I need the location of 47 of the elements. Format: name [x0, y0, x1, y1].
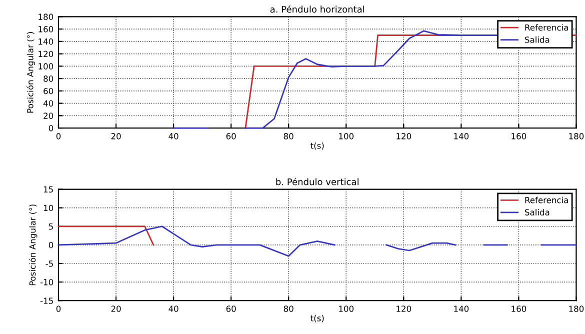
x-axis-title: t(s)	[310, 142, 324, 150]
y-tick-label: 0	[48, 242, 54, 248]
y-axis-title: Posición Angular (°)	[26, 32, 35, 113]
x-tick-label: 60	[226, 133, 236, 140]
x-tick-label: 0	[56, 306, 61, 312]
y-tick-label: 140	[38, 38, 54, 45]
x-tick-label: 40	[168, 133, 178, 140]
x-tick-label: 160	[512, 306, 526, 312]
x-axis-title: t(s)	[310, 314, 324, 322]
x-tick-label: 80	[284, 306, 294, 312]
x-tick-label: 140	[454, 306, 469, 312]
y-tick-label: 5	[48, 223, 53, 230]
y-tick-label: 10	[44, 204, 54, 212]
x-tick-label: 180	[569, 133, 584, 140]
y-tick-label: 120	[38, 50, 54, 58]
x-tick-label: 20	[111, 306, 121, 312]
x-tick-label: 140	[454, 133, 469, 140]
y-tick-label: 60	[44, 88, 54, 94]
x-tick-label: 0	[56, 133, 61, 140]
chart-title: b. Péndulo vertical	[276, 178, 358, 186]
x-tick-label: 60	[226, 306, 236, 312]
y-tick-label: 20	[44, 112, 54, 119]
legend-label: Salida	[525, 209, 550, 216]
x-tick-label: 80	[284, 133, 294, 140]
x-tick-label: 100	[339, 133, 354, 140]
y-axis-title: Posición Angular (°)	[28, 204, 38, 286]
x-tick-label: 180	[569, 306, 584, 312]
legend-label: Referencia	[525, 196, 568, 204]
y-tick-label: 80	[44, 76, 54, 82]
y-tick-label: 160	[38, 26, 54, 32]
x-tick-label: 120	[396, 133, 412, 140]
x-tick-label: 120	[396, 306, 412, 312]
x-tick-label: 40	[168, 306, 178, 312]
x-tick-label: 20	[111, 133, 121, 140]
y-tick-label: 100	[38, 63, 54, 70]
x-tick-label: 160	[512, 133, 526, 140]
y-tick-label: 0	[48, 125, 54, 132]
legend-label: Referencia	[525, 24, 568, 31]
chart-title: a. Péndulo horizontal	[270, 5, 364, 13]
y-tick-label: 15	[44, 186, 53, 193]
y-tick-label: -10	[40, 279, 54, 286]
y-tick-label: 180	[38, 14, 54, 20]
x-tick-label: 100	[339, 306, 354, 312]
y-tick-label: 40	[43, 100, 54, 107]
legend-label: Salida	[525, 36, 550, 43]
y-tick-label: -15	[40, 298, 53, 304]
y-tick-label: -5	[46, 260, 53, 267]
